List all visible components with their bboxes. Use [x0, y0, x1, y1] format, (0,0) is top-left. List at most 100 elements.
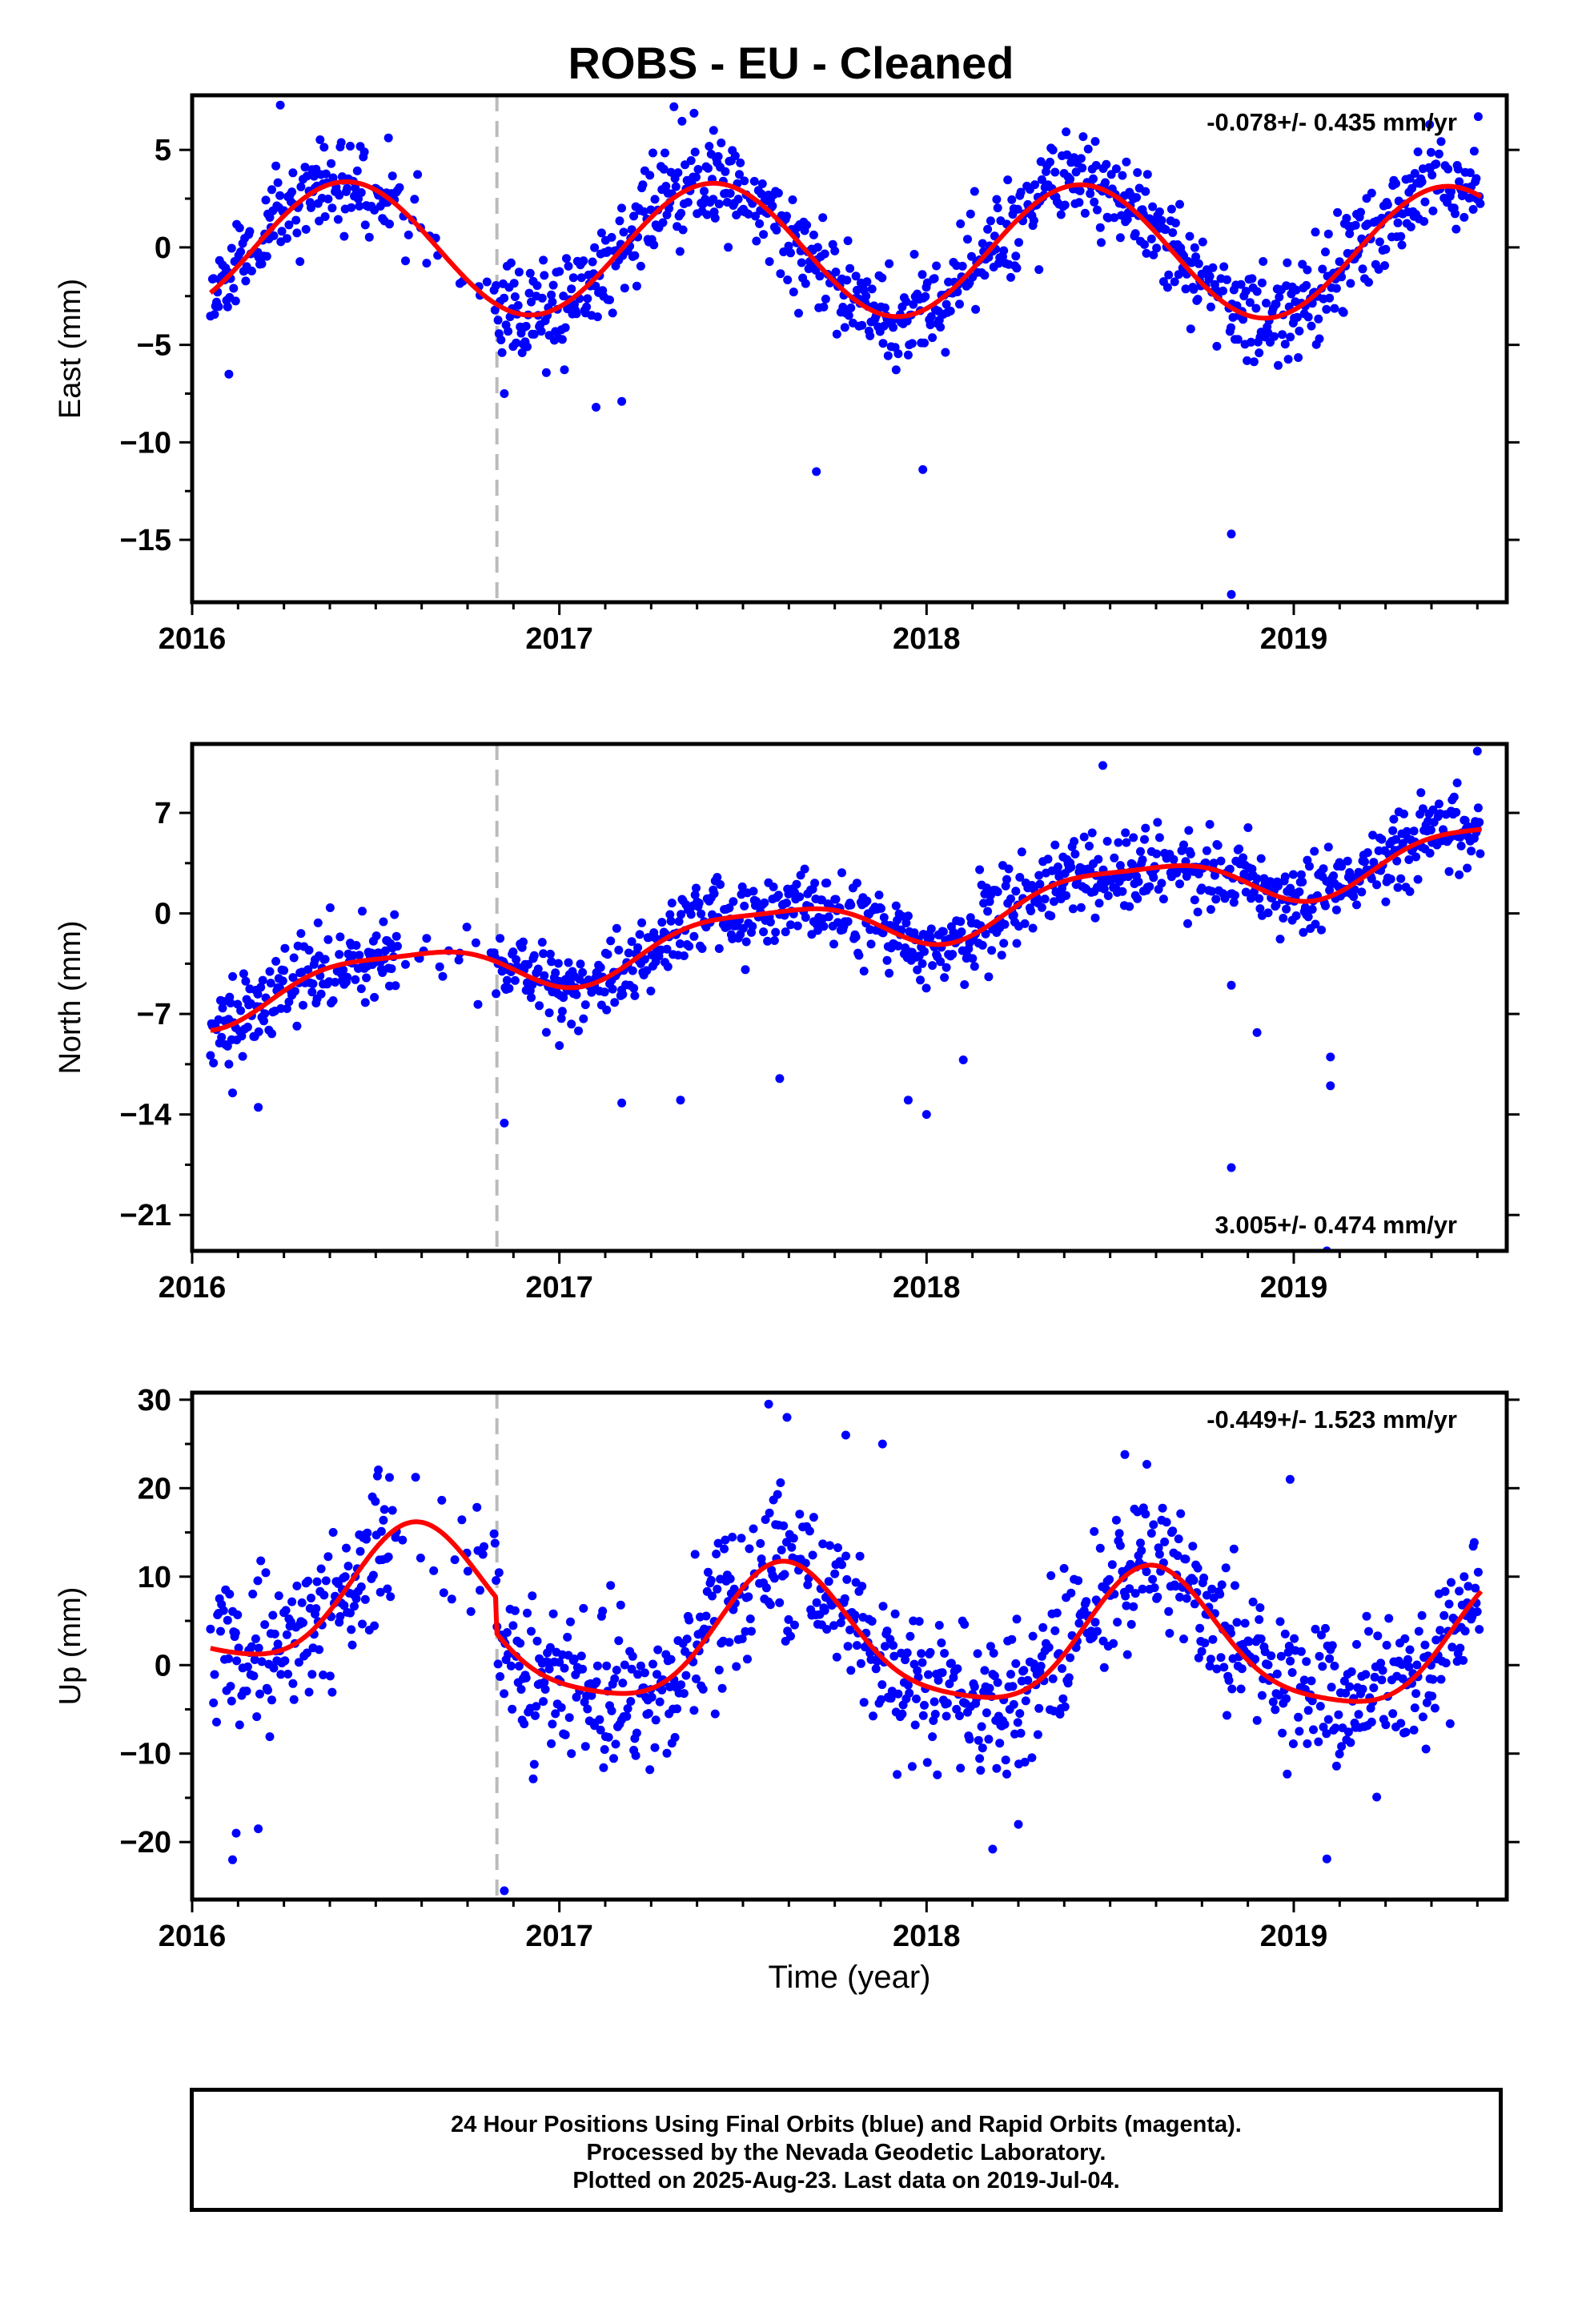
data-point	[278, 976, 287, 986]
data-point	[277, 227, 287, 236]
data-point	[339, 965, 348, 975]
data-point	[697, 909, 706, 919]
data-point	[945, 1679, 954, 1689]
panel-east: 2016 2017 2018 2019 5 0 −5 −10 −15 East (mm) -0.07…	[54, 93, 1520, 656]
data-point	[831, 895, 841, 904]
data-point	[1009, 1699, 1018, 1709]
outlier-point	[775, 1074, 785, 1084]
data-point	[1295, 326, 1304, 336]
data-point	[254, 1027, 263, 1036]
data-point	[1295, 887, 1304, 897]
data-point	[335, 191, 344, 200]
data-point	[818, 1539, 828, 1549]
data-point	[303, 171, 311, 181]
data-point	[269, 231, 279, 240]
data-point	[710, 1709, 720, 1719]
data-point	[1129, 1602, 1138, 1611]
data-point	[579, 256, 588, 266]
data-point	[271, 161, 281, 171]
data-point	[224, 1654, 233, 1663]
data-point	[547, 290, 556, 300]
data-point	[1418, 804, 1427, 814]
data-point	[930, 274, 939, 283]
data-point	[1034, 870, 1044, 880]
data-point	[628, 1651, 637, 1661]
data-point	[878, 1602, 888, 1611]
data-point	[757, 189, 766, 199]
data-point	[343, 1562, 353, 1571]
data-point	[1037, 175, 1046, 184]
data-point	[1216, 1653, 1226, 1663]
data-point	[504, 327, 513, 336]
data-point	[236, 247, 246, 256]
outlier-point	[224, 369, 234, 379]
data-point	[859, 1698, 869, 1707]
data-point	[800, 864, 809, 874]
data-point	[528, 1774, 538, 1783]
data-point	[370, 992, 379, 1002]
data-point	[527, 1626, 536, 1636]
data-point	[506, 258, 516, 267]
data-point	[942, 1699, 952, 1708]
data-point	[809, 230, 818, 239]
data-point	[1199, 1573, 1209, 1582]
data-point	[307, 1594, 315, 1602]
data-point	[472, 1502, 482, 1512]
data-point	[1002, 875, 1011, 884]
data-point	[223, 302, 232, 312]
data-point	[1068, 904, 1078, 914]
data-point	[1346, 279, 1355, 288]
data-point	[903, 911, 913, 921]
data-point	[769, 936, 779, 945]
data-point	[1257, 1691, 1267, 1700]
data-point	[560, 1663, 569, 1673]
data-point	[1080, 208, 1090, 218]
data-point	[454, 955, 464, 965]
data-point	[843, 1642, 853, 1651]
data-point	[1021, 1696, 1030, 1706]
data-point	[610, 1674, 620, 1683]
data-point	[1460, 816, 1470, 825]
data-point	[587, 987, 596, 997]
data-point	[541, 368, 551, 377]
data-point	[942, 1711, 951, 1721]
data-point	[1026, 907, 1036, 915]
data-point	[1473, 112, 1483, 122]
data-point	[1101, 178, 1110, 187]
data-point	[693, 165, 703, 174]
data-point	[1115, 1541, 1125, 1550]
data-point	[292, 1021, 302, 1031]
data-point	[1020, 1757, 1030, 1767]
data-point	[1184, 826, 1194, 835]
data-point	[390, 910, 400, 919]
data-point	[1162, 283, 1172, 292]
y-tick-label: −14	[120, 1099, 171, 1132]
data-point	[1142, 1567, 1151, 1577]
data-point	[1243, 823, 1253, 832]
data-point	[385, 1473, 394, 1482]
x-tick-label: 2016	[159, 622, 227, 656]
panel-up: 2016 2017 2018 2019 30 20 10 0 −10 −20 Up (mm) -0.4…	[54, 1384, 1520, 1953]
data-point	[595, 1715, 604, 1724]
data-point	[1181, 284, 1191, 294]
data-point	[1252, 287, 1262, 296]
data-point	[490, 1538, 500, 1548]
data-point	[608, 984, 617, 994]
data-point	[512, 955, 521, 964]
data-point	[789, 287, 798, 297]
data-point	[992, 195, 1002, 204]
data-point	[223, 1041, 232, 1051]
data-point	[1075, 186, 1085, 195]
data-point	[620, 283, 629, 293]
data-point	[1126, 1619, 1136, 1629]
data-point	[528, 1591, 537, 1601]
data-point	[787, 1542, 797, 1552]
data-point	[547, 957, 556, 967]
data-point	[842, 1574, 852, 1584]
x-tick-label: 2018	[893, 1271, 961, 1305]
data-point	[1427, 1691, 1437, 1701]
outlier-point	[1252, 1027, 1262, 1037]
data-point	[1418, 1712, 1427, 1722]
data-point	[1337, 272, 1347, 282]
data-point	[351, 941, 361, 950]
